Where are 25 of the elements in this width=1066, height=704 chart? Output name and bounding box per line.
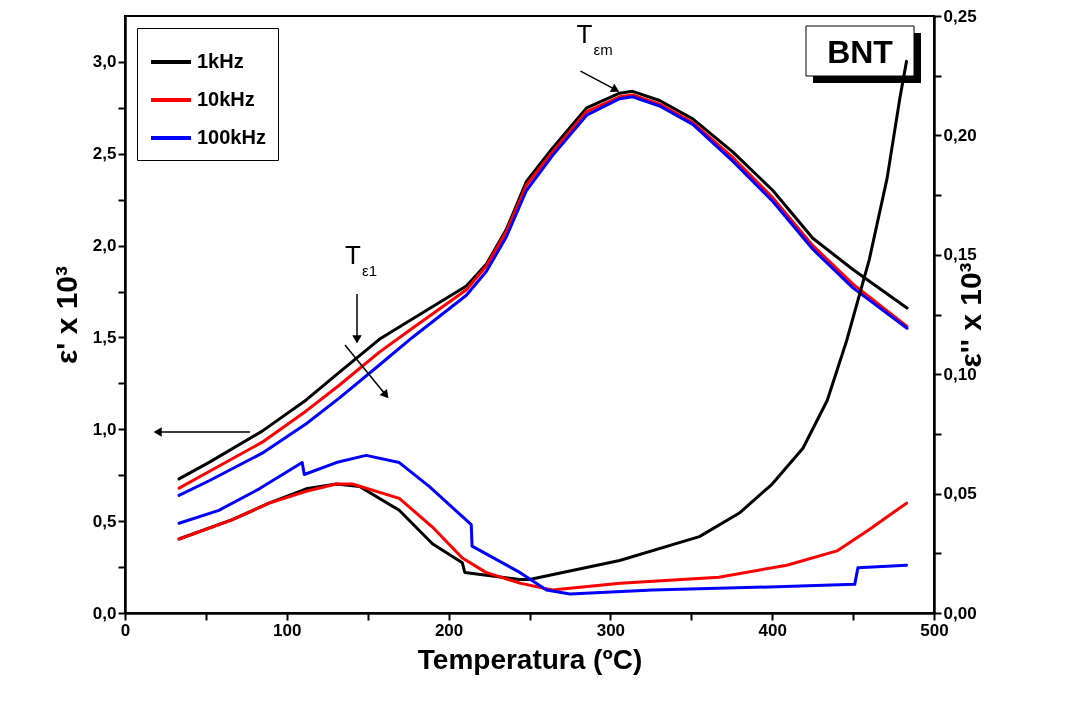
y-tick-label: 2,0	[92, 236, 117, 256]
x-tick-label: 200	[434, 620, 464, 640]
x-tick-label: 0	[120, 620, 131, 640]
line-series	[177, 453, 908, 596]
annotation: BNT	[827, 34, 894, 70]
legend-label: 100kHz	[197, 126, 266, 148]
legend-label: 1kHz	[197, 50, 244, 72]
y-tick-label: 1,0	[92, 419, 117, 439]
y-tick-label: 0,0	[92, 603, 117, 623]
y-tick-label: 0,5	[92, 511, 117, 531]
x-tick-label: 400	[758, 620, 787, 640]
x-tick-label: 100	[273, 620, 302, 640]
legend-label: 10kHz	[197, 88, 255, 110]
y-tick-label: 2,5	[92, 144, 117, 164]
y-tick-label: 1,5	[92, 327, 117, 347]
x-tick-label: 300	[596, 620, 626, 640]
x-tick-label: 500	[920, 620, 949, 640]
y2-tick-label: 0,05	[943, 484, 977, 504]
y2-tick-label: 0,25	[943, 6, 977, 26]
y2-tick-label: 0,00	[943, 603, 977, 623]
y-axis-title: ε' x 10³	[49, 265, 83, 365]
line-series	[177, 482, 908, 592]
y2-tick-label: 0,20	[943, 125, 977, 145]
y-tick-label: 3,0	[92, 52, 117, 72]
x-axis-title: Temperatura (ºC)	[417, 643, 643, 675]
